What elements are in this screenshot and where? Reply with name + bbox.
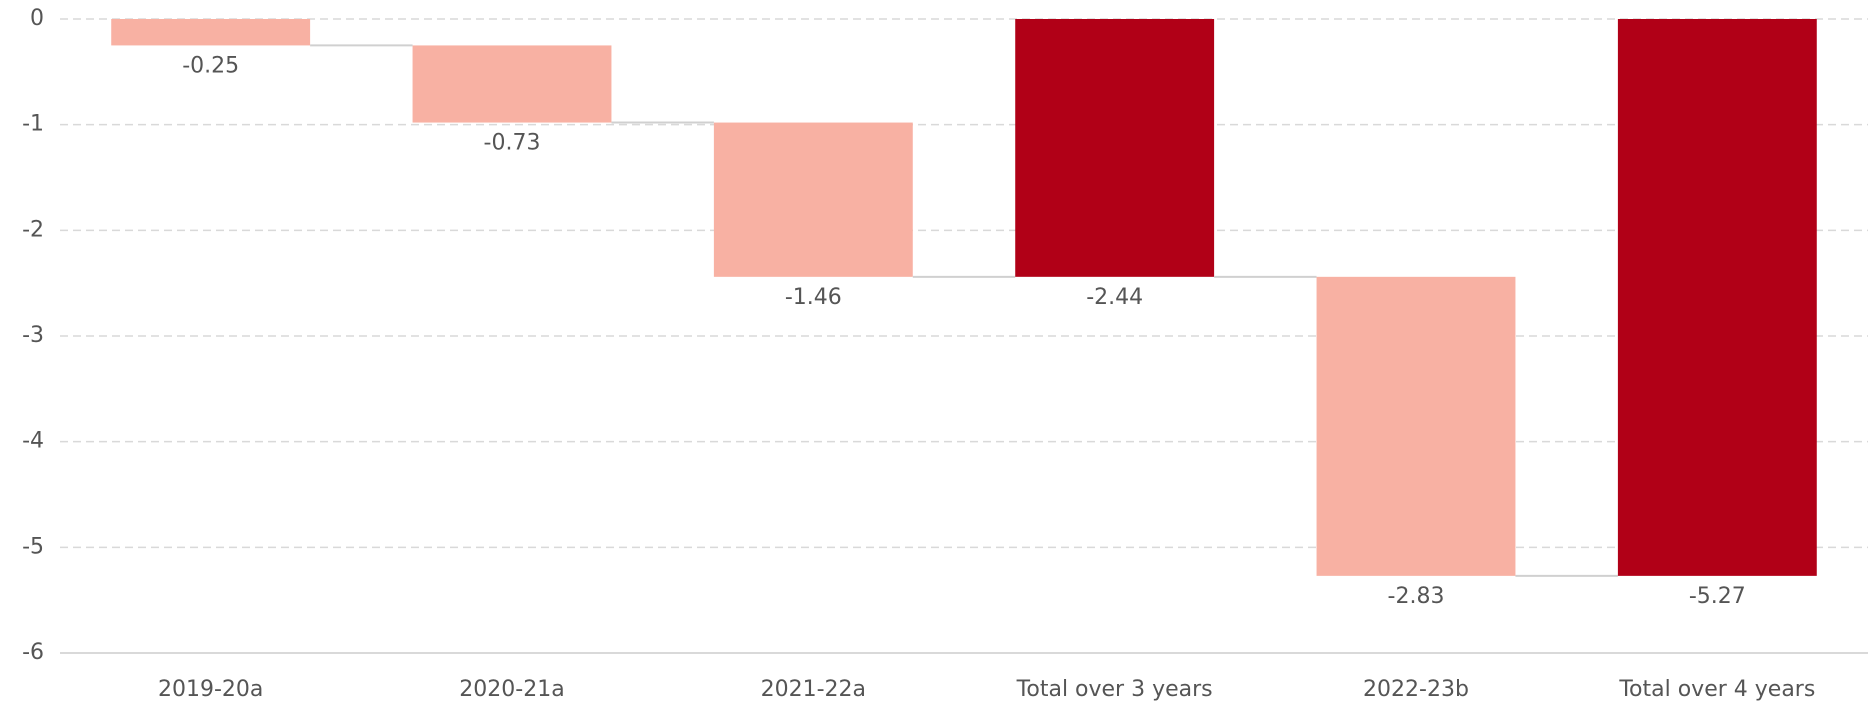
y-tick-label: 0 [30, 6, 44, 31]
y-tick-label: -1 [22, 112, 44, 137]
data-label: -1.46 [785, 285, 842, 310]
x-tick-label: Total over 4 years [1618, 677, 1815, 702]
x-tick-label: 2019-20a [158, 677, 263, 702]
change-bar [713, 122, 913, 277]
data-label: -0.25 [182, 53, 239, 78]
x-tick-label: 2020-21a [459, 677, 564, 702]
y-tick-label: -2 [22, 217, 44, 242]
data-label: -0.73 [484, 131, 541, 156]
y-tick-label: -5 [22, 534, 44, 559]
total-bar [1015, 19, 1215, 277]
data-label: -5.27 [1689, 584, 1746, 609]
y-tick-label: -6 [22, 640, 44, 665]
y-tick-label: -3 [22, 323, 44, 348]
change-bar [111, 19, 311, 46]
total-bar [1617, 19, 1817, 576]
data-label: -2.83 [1388, 584, 1445, 609]
data-label: -2.44 [1086, 285, 1143, 310]
x-tick-label: 2022-23b [1363, 677, 1469, 702]
x-tick-label: Total over 3 years [1016, 677, 1213, 702]
change-bar [412, 45, 612, 123]
change-bar [1316, 276, 1516, 576]
y-tick-label: -4 [22, 429, 44, 454]
x-tick-label: 2021-22a [761, 677, 866, 702]
